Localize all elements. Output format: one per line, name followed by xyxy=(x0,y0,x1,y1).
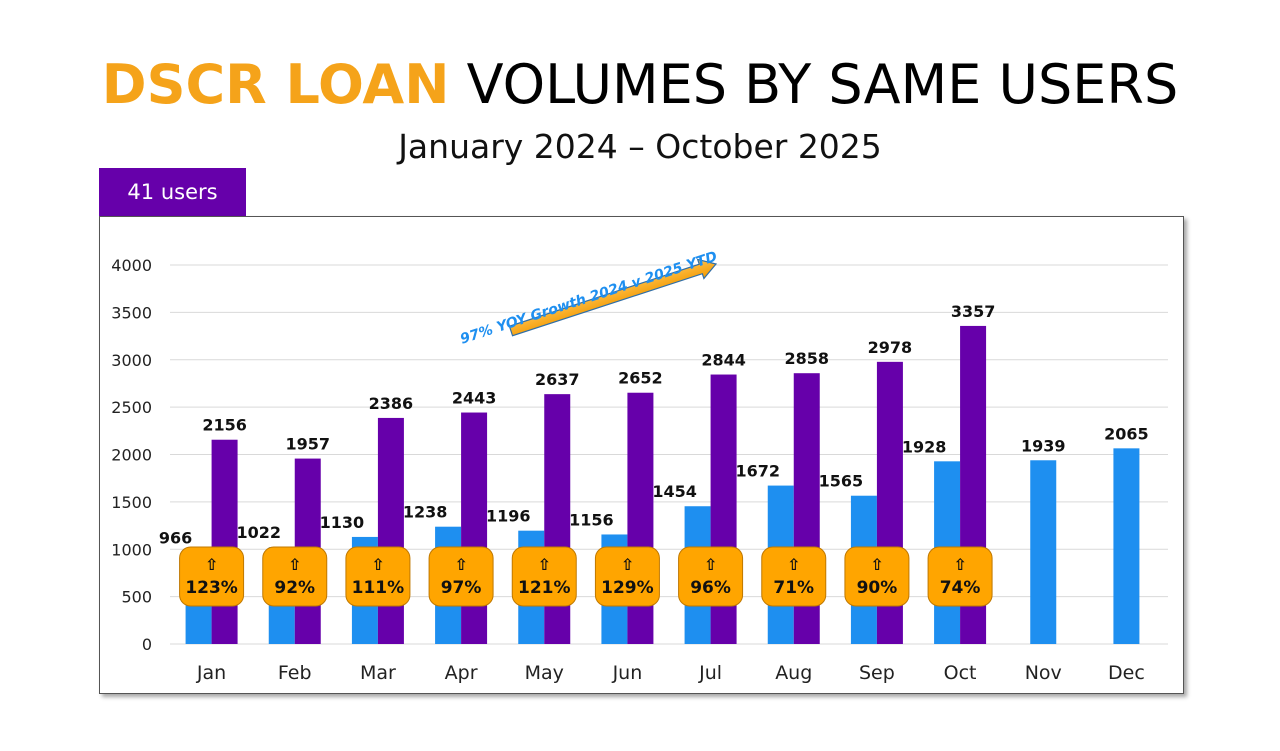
growth-label: 90% xyxy=(857,578,898,598)
bar-2025 xyxy=(544,394,571,644)
chart-frame: 0 500 1000 1500 2000 2500 3000 3500 4000 966 2156 J… xyxy=(99,216,1184,694)
y-tick-label: 1000 xyxy=(111,540,152,559)
x-tick-label: Aug xyxy=(775,662,812,684)
annotation-text: 97% YOY Growth 2024 v 2025 YTD xyxy=(458,249,719,348)
y-tick-label: 2500 xyxy=(111,398,152,417)
growth-label: 97% xyxy=(441,578,482,598)
data-label-2024: 1928 xyxy=(902,437,947,456)
x-tick-label: Jan xyxy=(196,662,226,684)
data-label-2024: 966 xyxy=(159,528,192,547)
growth-box xyxy=(345,546,411,607)
growth-box xyxy=(428,546,494,607)
data-label-2024: 1022 xyxy=(236,523,281,542)
bar-2025 xyxy=(461,412,488,644)
growth-arrow-icon: ⇧ xyxy=(205,555,218,574)
growth-arrow-icon: ⇧ xyxy=(870,555,883,574)
x-tick-label: Mar xyxy=(360,662,396,684)
users-badge: 41 users xyxy=(99,168,246,216)
growth-arrow-icon: ⇧ xyxy=(787,555,800,574)
x-tick-label: Nov xyxy=(1025,662,1062,684)
growth-arrow-icon: ⇧ xyxy=(538,555,551,574)
x-tick-label: Sep xyxy=(859,662,895,684)
x-tick-label: Apr xyxy=(445,662,478,684)
growth-label: 121% xyxy=(518,578,571,598)
data-label-2025: 2637 xyxy=(535,370,580,389)
growth-box xyxy=(927,546,993,607)
data-label-2025: 2443 xyxy=(452,389,497,408)
y-tick-label: 3000 xyxy=(111,351,152,370)
growth-label: 92% xyxy=(274,578,315,598)
x-tick-label: May xyxy=(525,662,564,684)
growth-arrow-icon: ⇧ xyxy=(288,555,301,574)
data-label-2024: 1565 xyxy=(819,472,864,491)
y-tick-label: 3500 xyxy=(111,303,152,322)
data-label-2025: 3357 xyxy=(951,302,996,321)
x-tick-label: Oct xyxy=(944,662,977,684)
growth-box xyxy=(179,546,245,607)
growth-box xyxy=(594,546,660,607)
growth-arrow-icon: ⇧ xyxy=(371,555,384,574)
bar-2024 xyxy=(1030,460,1057,644)
x-tick-label: Dec xyxy=(1108,662,1145,684)
growth-trend-arrow-icon xyxy=(508,258,718,337)
growth-label: 123% xyxy=(185,578,238,598)
x-tick-label: Feb xyxy=(278,662,312,684)
growth-box xyxy=(678,546,744,607)
growth-arrow-icon: ⇧ xyxy=(704,555,717,574)
data-label-2025: 2858 xyxy=(784,349,829,368)
growth-box xyxy=(761,546,827,607)
growth-label: 129% xyxy=(601,578,654,598)
title-rest: VOLUMES BY SAME USERS xyxy=(466,53,1179,116)
x-tick-label: Jun xyxy=(612,662,643,684)
growth-label: 74% xyxy=(940,578,981,598)
growth-label: 111% xyxy=(352,578,405,598)
data-label-2025: 2652 xyxy=(618,369,663,388)
growth-box xyxy=(511,546,577,607)
data-label-2024: 1156 xyxy=(569,510,614,529)
x-tick-label: Jul xyxy=(698,662,722,684)
bar-2025 xyxy=(377,417,404,644)
data-label-2025: 2386 xyxy=(369,394,414,413)
page-subtitle: January 2024 – October 2025 xyxy=(398,127,882,166)
page-title: DSCR LOAN VOLUMES BY SAME USERS xyxy=(0,50,1280,120)
bar-2024 xyxy=(1113,448,1140,644)
growth-label: 71% xyxy=(773,578,814,598)
title-accent: DSCR LOAN xyxy=(101,53,450,116)
data-label-2025: 2978 xyxy=(868,338,913,357)
data-label-2024: 1454 xyxy=(652,482,697,501)
growth-arrow-icon: ⇧ xyxy=(621,555,634,574)
growth-arrow-icon: ⇧ xyxy=(454,555,467,574)
y-tick-label: 4000 xyxy=(111,256,152,275)
data-label-2024: 1672 xyxy=(735,462,780,481)
data-label-2024: 2065 xyxy=(1104,424,1149,443)
data-label-2024: 1130 xyxy=(320,513,365,532)
data-label-2024: 1939 xyxy=(1021,436,1066,455)
data-label-2025: 1957 xyxy=(285,435,330,454)
data-label-2024: 1238 xyxy=(403,503,448,522)
y-tick-label: 0 xyxy=(142,635,152,654)
data-label-2025: 2844 xyxy=(701,351,746,370)
growth-arrow-icon: ⇧ xyxy=(953,555,966,574)
growth-box xyxy=(262,546,328,607)
data-label-2025: 2156 xyxy=(202,416,247,435)
data-label-2024: 1196 xyxy=(486,507,531,526)
growth-box xyxy=(844,546,910,607)
growth-label: 96% xyxy=(690,578,731,598)
y-tick-label: 500 xyxy=(121,588,152,607)
bar-2025 xyxy=(211,439,238,644)
bar-chart: 0 500 1000 1500 2000 2500 3000 3500 4000 966 2156 J… xyxy=(111,249,1168,684)
y-tick-label: 2000 xyxy=(111,446,152,465)
y-tick-label: 1500 xyxy=(111,493,152,512)
